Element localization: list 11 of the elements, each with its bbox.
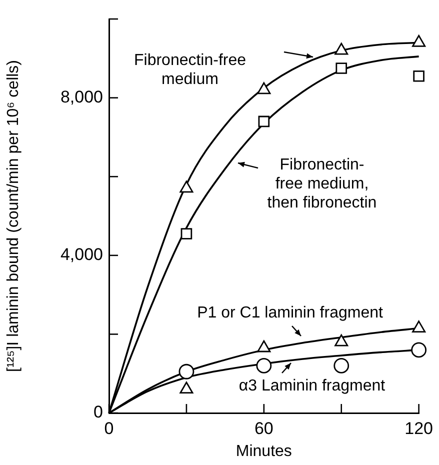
x-tick-label: 60 — [254, 418, 274, 438]
annotation: Fibronectin-free medium — [134, 52, 246, 88]
annotation: Fibronectin- free medium, then fibronectin — [267, 156, 377, 212]
y-tick-label: 0 — [94, 402, 103, 422]
y-tick-label: 4,000 — [60, 245, 103, 264]
y-tick-label: 8,000 — [60, 87, 103, 106]
annotation: α3 Laminin fragment — [238, 377, 386, 394]
y-axis-title: [¹²⁵]I laminin bound (count/min per 10⁶ cells) — [5, 60, 22, 372]
annotation: P1 or C1 laminin fragment — [197, 304, 384, 322]
x-axis-title: Minutes — [236, 442, 292, 460]
x-tick-label: 120 — [404, 418, 434, 438]
